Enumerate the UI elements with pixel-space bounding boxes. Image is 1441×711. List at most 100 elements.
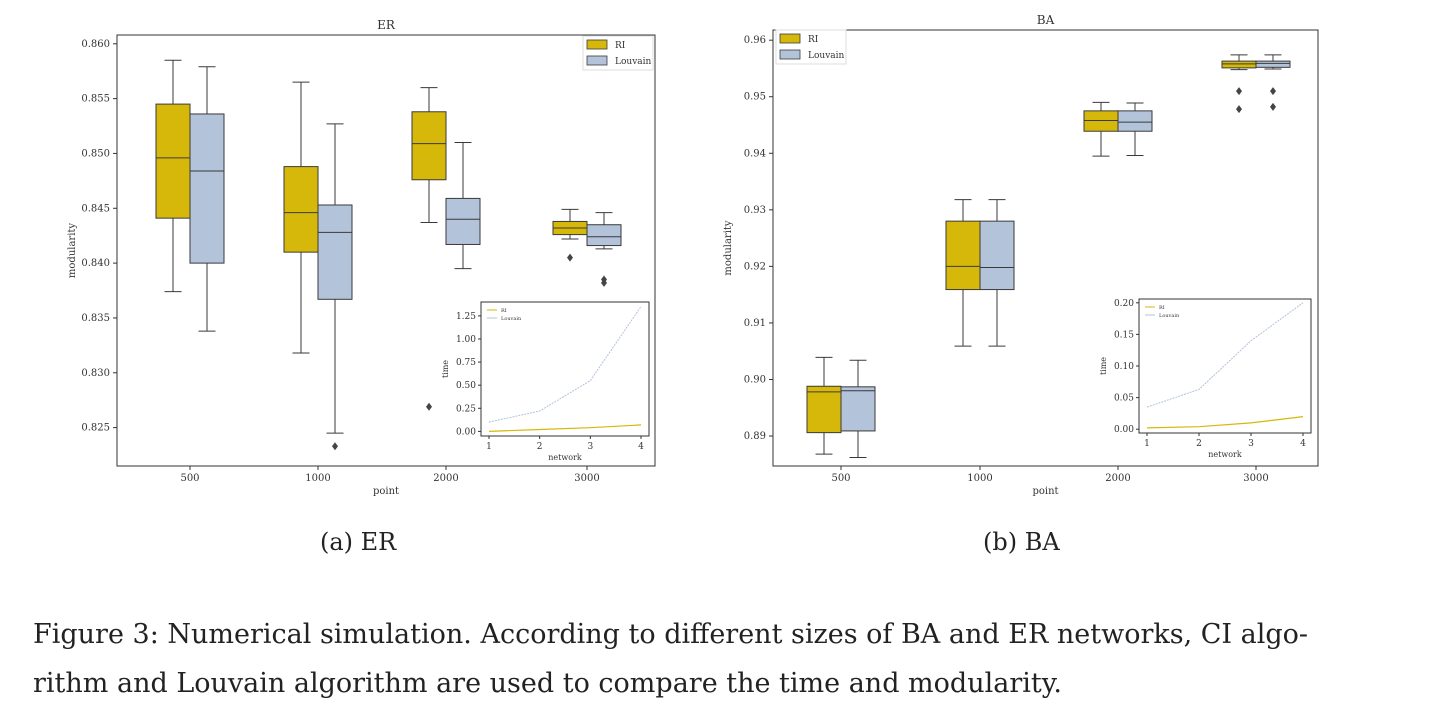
legend: RI Louvain <box>775 29 847 65</box>
y-axis-label: modularity <box>67 223 78 279</box>
box-body <box>445 197 481 245</box>
inset-x-tick-label: 4 <box>1300 439 1306 449</box>
outlier-point <box>601 278 607 287</box>
box-body <box>283 166 319 253</box>
y-tick-label: 0.90 <box>744 374 766 385</box>
x-axis-label: point <box>373 486 399 497</box>
inset-y-axis-label: time <box>1099 357 1108 375</box>
legend-swatch-ri <box>779 33 801 44</box>
x-tick-label: 500 <box>180 473 199 484</box>
outlier-point <box>1236 87 1242 96</box>
box-louvain-2000 <box>445 141 481 270</box>
inset-x-tick-label: 2 <box>537 442 543 452</box>
legend-label-louvain: Louvain <box>615 57 652 67</box>
inset-line-chart: 0.00 0.25 0.50 0.75 1.00 1.25 1 2 3 4 network time R… <box>441 301 650 462</box>
legend-label-louvain: Louvain <box>808 51 845 61</box>
inset-y-tick-label: 0.75 <box>456 358 476 368</box>
figure-caption-line-2: rithm and Louvain algorithm are used to … <box>33 668 1062 699</box>
box-ri-500 <box>155 59 191 293</box>
y-tick-label: 0.91 <box>744 318 766 329</box>
inset-y-tick-label: 1.25 <box>456 312 476 322</box>
box-body <box>806 385 842 434</box>
box-ri-1000 <box>283 81 319 354</box>
inset-line-ri <box>488 424 642 432</box>
box-ri-500 <box>806 356 842 455</box>
legend-swatch-ri <box>586 39 608 50</box>
box-body <box>155 103 191 219</box>
box-ri-3000 <box>552 208 588 262</box>
outlier-point <box>1270 102 1276 111</box>
y-axis-label: modularity <box>723 220 734 276</box>
inset-legend-label-ri: RI <box>501 308 507 314</box>
outlier-point <box>426 402 432 411</box>
inset-y-tick-label: 0.05 <box>1114 394 1134 404</box>
subcaption-er: (a) ER <box>320 528 397 556</box>
inset-y-tick-label: 1.00 <box>456 335 476 345</box>
box-louvain-1000 <box>317 123 353 451</box>
box-body <box>317 204 353 300</box>
inset-x-tick-label: 1 <box>486 442 492 452</box>
box-body <box>1117 110 1153 132</box>
plot-frame <box>116 34 656 467</box>
legend-swatch-louvain <box>779 49 801 60</box>
x-tick-label: 3000 <box>1243 473 1268 484</box>
chart-title: BA <box>1037 13 1055 27</box>
inset-line-ri <box>1146 416 1304 429</box>
y-tick-label: 0.94 <box>744 148 766 159</box>
inset-y-tick-label: 0.20 <box>1114 299 1134 309</box>
y-tick-label: 0.92 <box>744 261 766 272</box>
inset-legend-label-louvain: Louvain <box>501 316 522 322</box>
inset-x-tick-label: 4 <box>638 442 644 452</box>
y-tick-label: 0.95 <box>744 92 766 103</box>
y-tick-label: 0.93 <box>744 205 766 216</box>
inset-legend-label-louvain: Louvain <box>1159 313 1180 319</box>
figure-caption: Figure 3: Numerical simulation. Accordin… <box>33 610 1413 708</box>
legend-label-ri: RI <box>615 41 626 51</box>
y-tick-label: 0.96 <box>744 35 766 46</box>
box-louvain-3000 <box>586 212 622 287</box>
y-tick-label: 0.89 <box>744 431 766 442</box>
inset-x-axis-label: network <box>1208 450 1242 459</box>
inset-y-tick-label: 0.00 <box>1114 425 1134 435</box>
box-louvain-500 <box>189 66 225 332</box>
box-body <box>1083 110 1119 132</box>
x-tick-label: 3000 <box>574 473 599 484</box>
inset-y-axis-label: time <box>441 360 450 378</box>
box-louvain-2000 <box>1117 102 1153 157</box>
x-tick-label: 1000 <box>967 473 992 484</box>
box-ri-2000 <box>1083 101 1119 157</box>
legend-swatch-louvain <box>586 55 608 66</box>
outlier-point <box>567 253 573 262</box>
inset-line-louvain <box>1146 302 1304 408</box>
inset-x-tick-label: 3 <box>1248 439 1254 449</box>
figure-caption-line-1: Figure 3: Numerical simulation. Accordin… <box>33 619 1309 650</box>
inset-frame <box>480 301 650 437</box>
box-louvain-3000 <box>1255 54 1291 111</box>
box-body <box>189 113 225 264</box>
legend-label-ri: RI <box>808 35 819 45</box>
y-tick-label: 0.860 <box>81 39 110 50</box>
box-body <box>945 220 981 291</box>
y-tick-label: 0.835 <box>81 313 110 324</box>
box-body <box>840 386 876 432</box>
subcaption-ba: (b) BA <box>983 528 1060 556</box>
inset-line-louvain <box>488 306 642 423</box>
x-tick-label: 2000 <box>433 473 458 484</box>
inset-y-tick-label: 0.00 <box>456 427 476 437</box>
y-tick-label: 0.825 <box>81 423 110 434</box>
chart-title: ER <box>377 18 396 32</box>
inset-x-tick-label: 2 <box>1196 439 1202 449</box>
box-body <box>586 224 622 247</box>
y-tick-label: 0.830 <box>81 368 110 379</box>
box-louvain-500 <box>840 359 876 459</box>
outlier-point <box>332 442 338 451</box>
x-tick-label: 1000 <box>305 473 330 484</box>
box-body <box>979 220 1015 291</box>
er-boxplot-chart: ER 0.825 0.830 0.835 0.840 0.845 0.850 0.855 0.8… <box>67 18 656 497</box>
box-ri-1000 <box>945 199 981 347</box>
inset-x-tick-label: 1 <box>1144 439 1150 449</box>
plot-frame <box>772 29 1319 467</box>
y-tick-label: 0.850 <box>81 148 110 159</box>
inset-line-chart: 0.00 0.05 0.10 0.15 0.20 1 2 3 4 network time RI Lou… <box>1099 298 1312 459</box>
box-body <box>1255 60 1291 68</box>
